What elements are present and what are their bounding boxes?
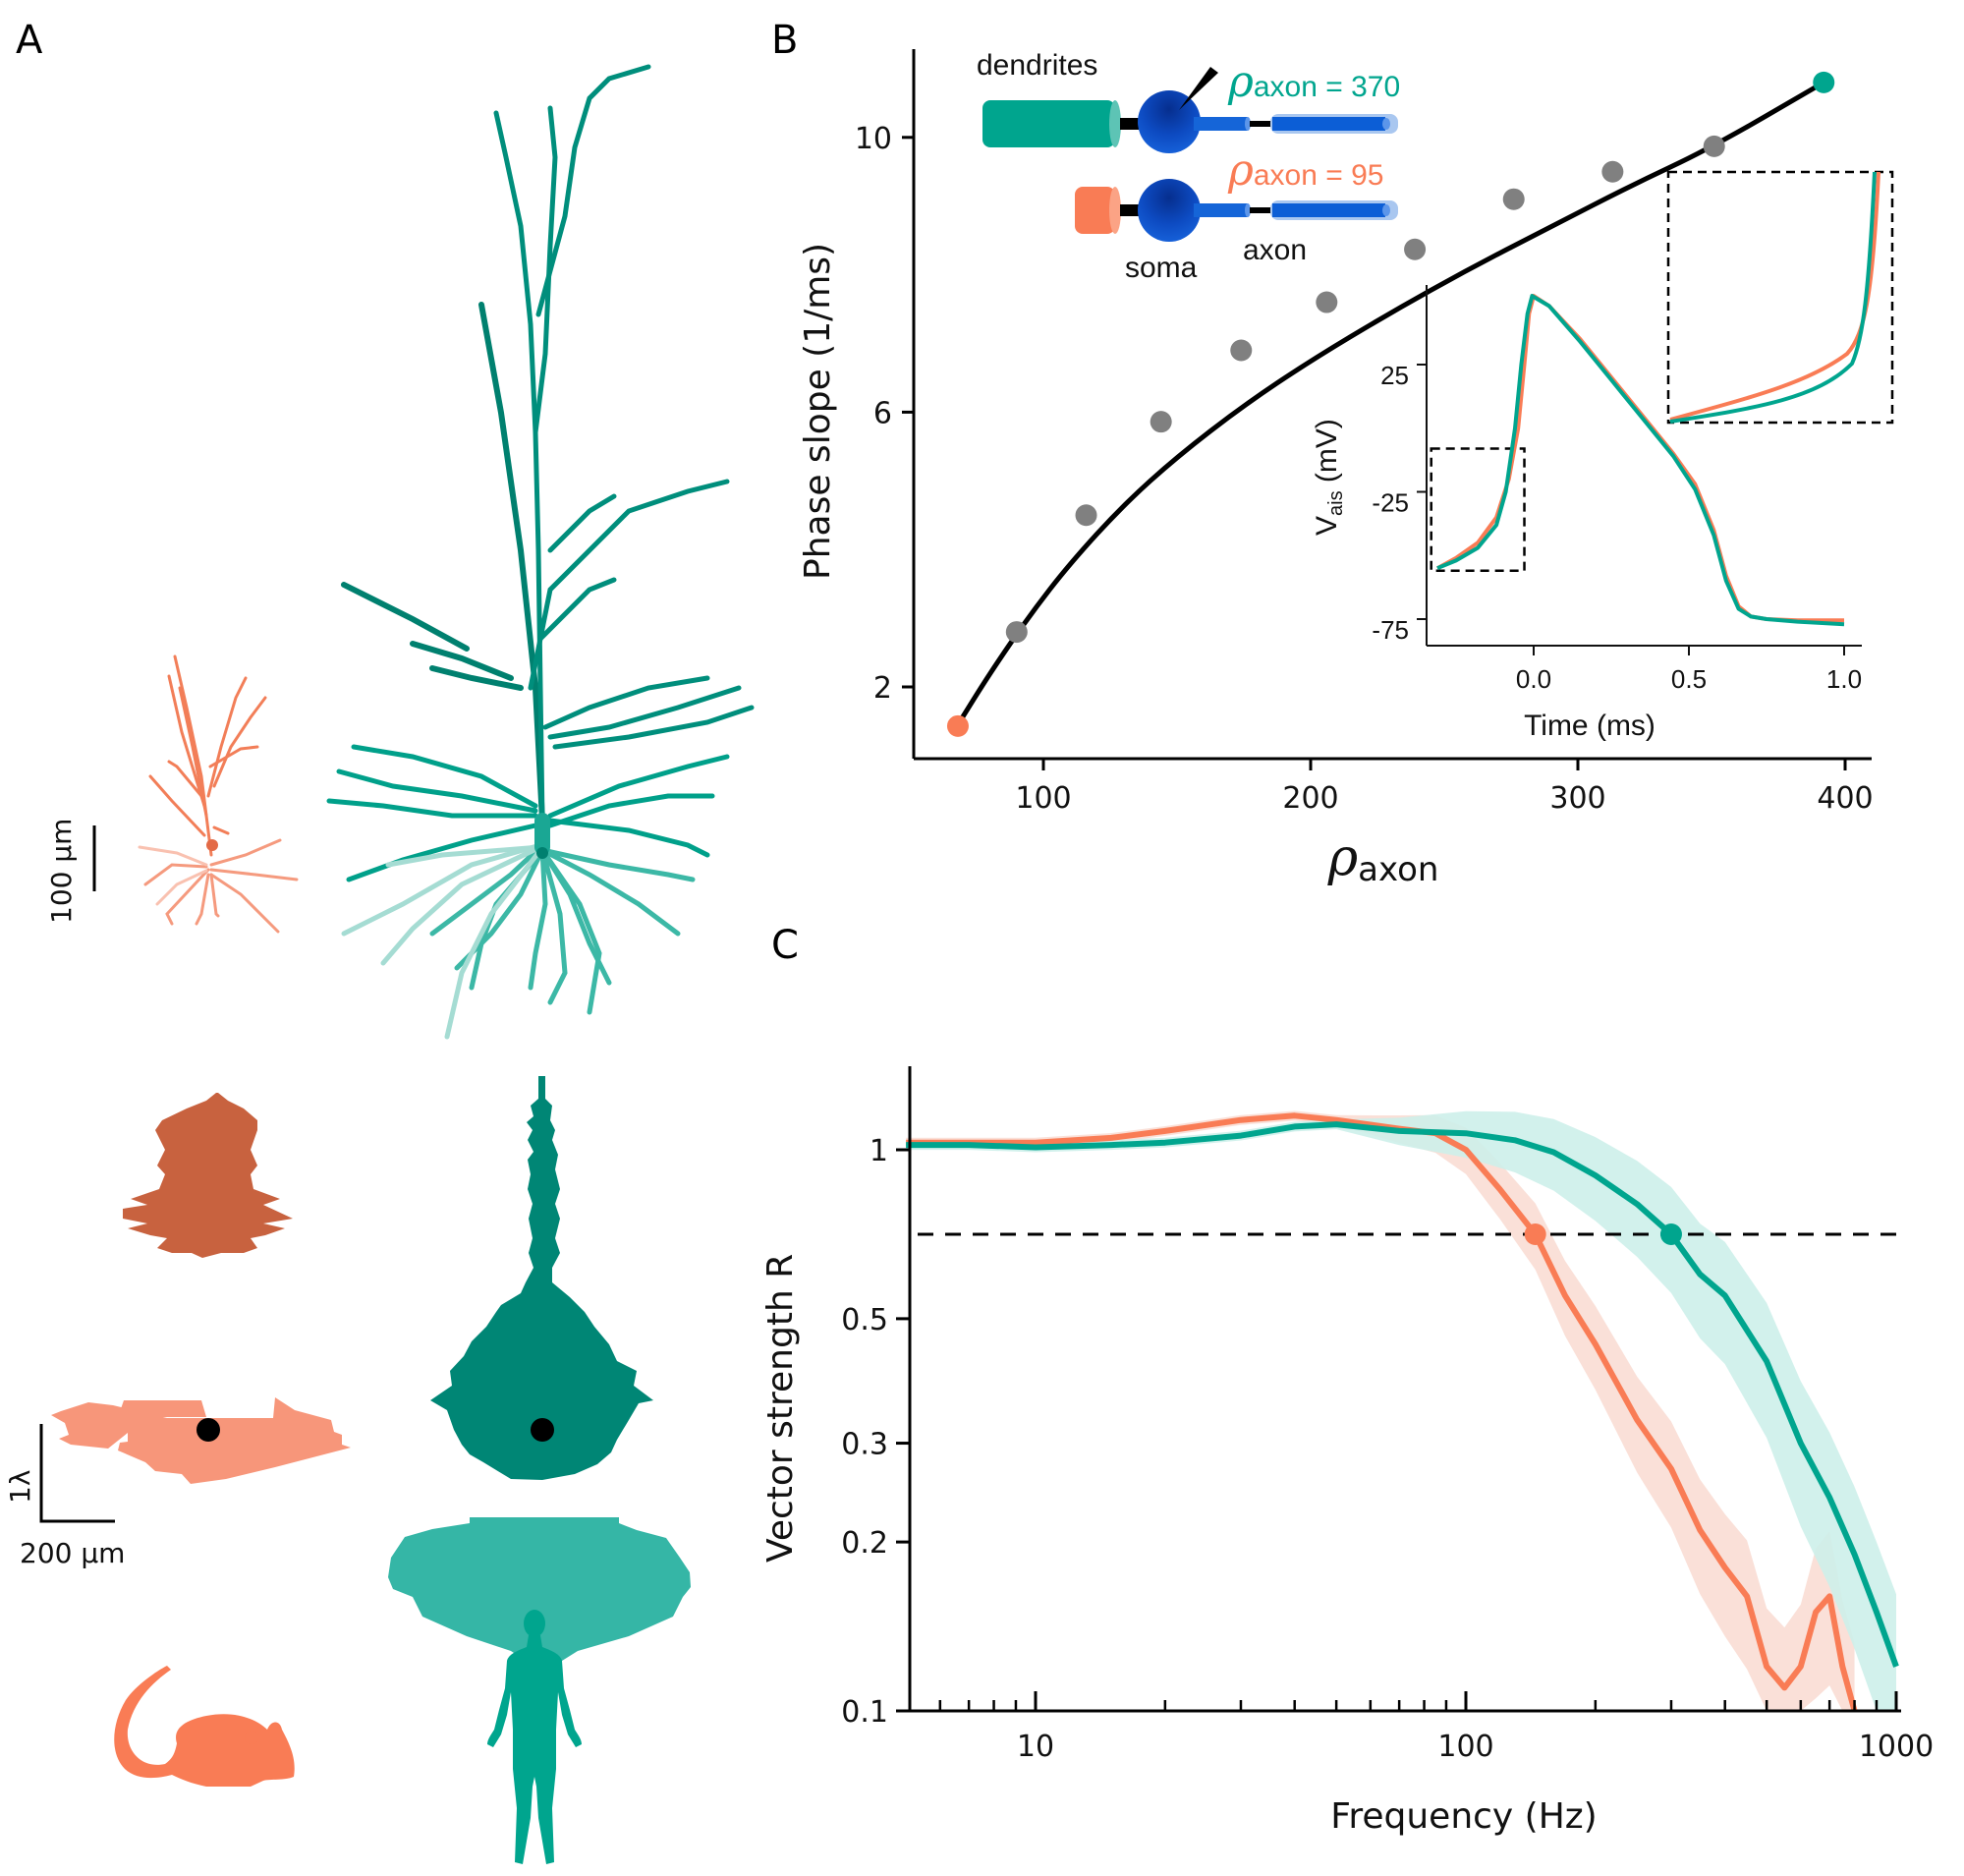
human-apical-shape — [430, 1076, 653, 1480]
band-mouse — [906, 1110, 1855, 1711]
mouse-icon — [114, 1666, 295, 1787]
rho-mouse-label: ρaxon = 95 — [1227, 145, 1384, 196]
inset-xlabel: Time (ms) — [1524, 710, 1655, 742]
c-x-tick-label: 1000 — [1859, 1730, 1934, 1764]
data-point — [1601, 160, 1624, 183]
inset-zoom-box-small — [1430, 447, 1526, 573]
c-y-tick-label: 0.2 — [841, 1526, 888, 1561]
human-icon — [487, 1610, 582, 1864]
panel-c: C 10 100 1000 1 0.5 0.3 0.2 0.1 Vector strength… — [760, 923, 1934, 1837]
c-y-tick-label: 0.5 — [841, 1303, 888, 1337]
c-ylabel: Vector strength R — [760, 1254, 801, 1563]
schematic-axon-label: axon — [1243, 234, 1307, 266]
c-x-tick-label: 100 — [1437, 1730, 1493, 1764]
inset-y-tick-label: 25 — [1380, 361, 1409, 390]
inset-trace-human — [1436, 294, 1845, 627]
phase-slope-points — [946, 71, 1835, 737]
phase-slope-axes: 100 200 300 400 2 6 10 — [855, 49, 1874, 816]
c-y-tick-label: 0.3 — [841, 1428, 888, 1462]
inset-x-tick-label: 0.0 — [1516, 664, 1551, 694]
schematic-human — [982, 67, 1398, 153]
human-soma-dot — [531, 1418, 554, 1442]
crossing-point-human — [1659, 1222, 1682, 1245]
inset-y-tick-label: -25 — [1372, 488, 1409, 518]
phase-slope-fit-curve — [955, 80, 1825, 726]
neuron-schematic: dendrites ρaxon = 370 — [977, 49, 1400, 284]
rho-human-label: ρaxon = 370 — [1227, 57, 1400, 107]
data-point — [1813, 71, 1835, 93]
data-point — [1703, 135, 1725, 157]
b-x-tick-label: 100 — [1015, 781, 1071, 816]
data-point — [1502, 188, 1525, 210]
inset-x-tick-label: 1.0 — [1826, 664, 1862, 694]
b-y-tick-label: 2 — [873, 671, 892, 706]
schematic-soma-label: soma — [1125, 252, 1198, 284]
data-point — [1005, 621, 1028, 644]
data-point — [1230, 339, 1253, 362]
magnified-human-trace — [1669, 171, 1877, 424]
c-xlabel: Frequency (Hz) — [1330, 1796, 1597, 1837]
b-x-tick-label: 200 — [1282, 781, 1338, 816]
b-x-tick-label: 400 — [1817, 781, 1873, 816]
c-y-tick-label: 1 — [870, 1134, 888, 1168]
mouse-basal-shape — [51, 1397, 351, 1484]
inset-y-tick-label: -75 — [1372, 615, 1409, 645]
soma-human — [1138, 90, 1201, 153]
c-y-tick-label: 0.1 — [841, 1695, 888, 1730]
band-human — [906, 1110, 1896, 1711]
data-point — [1316, 291, 1338, 313]
mouse-soma-dot — [196, 1418, 220, 1442]
inset-x-tick-label: 0.5 — [1671, 664, 1707, 694]
scalebar-100um-label: 100 µm — [45, 819, 78, 924]
panel-a: A — [4, 18, 755, 1864]
scalebar-lambda — [39, 1424, 115, 1523]
vector-strength-bands — [906, 1110, 1896, 1711]
mouse-dendrogram — [51, 1093, 351, 1484]
electrode-icon — [1179, 67, 1218, 110]
scalebar-200um-label: 200 µm — [20, 1537, 125, 1569]
data-point — [1075, 504, 1097, 527]
schematic-dendrites-label: dendrites — [977, 49, 1097, 82]
data-point — [946, 714, 969, 737]
dendrite-cylinder-human — [982, 100, 1115, 147]
panel-label-a: A — [16, 18, 43, 63]
dendrite-cylinder-mouse — [1075, 187, 1115, 234]
c-x-tick-label: 10 — [1017, 1730, 1054, 1764]
schematic-mouse — [1075, 179, 1398, 242]
human-neuron-morphology — [326, 64, 755, 1040]
vector-strength-lines — [906, 1112, 1901, 1712]
vector-strength-axes: 10 100 1000 1 0.5 0.3 0.2 0.1 — [841, 1066, 1934, 1764]
b-ylabel: Phase slope (1/ms) — [798, 243, 838, 580]
b-x-tick-label: 300 — [1549, 781, 1605, 816]
b-y-tick-label: 6 — [873, 396, 892, 430]
scalebar-lambda-label: 1λ — [4, 1470, 36, 1504]
b-xlabel: ρaxon — [1327, 828, 1439, 889]
line-mouse — [906, 1112, 1858, 1712]
data-point — [1404, 238, 1427, 260]
line-human — [906, 1121, 1899, 1668]
b-xlabel-rho: ρ — [1327, 828, 1359, 887]
magnified-mouse-trace — [1669, 171, 1880, 422]
inset-ylabel: Vais (mV) — [1311, 419, 1347, 536]
inset-zoom-box-large — [1666, 170, 1894, 425]
mouse-neuron-morphology — [138, 654, 299, 934]
crossing-point-mouse — [1524, 1222, 1546, 1245]
panel-label-c: C — [771, 923, 799, 968]
b-y-tick-label: 10 — [855, 122, 892, 156]
fit-line — [955, 80, 1825, 726]
soma-mouse — [1138, 179, 1201, 242]
b-xlabel-sub: axon — [1358, 850, 1438, 889]
ais-voltage-inset: 0.0 0.5 1.0 25 -25 -75 — [1372, 170, 1894, 694]
mouse-apical-shape — [123, 1093, 293, 1258]
panel-label-b: B — [771, 18, 798, 63]
data-point — [1150, 411, 1172, 433]
